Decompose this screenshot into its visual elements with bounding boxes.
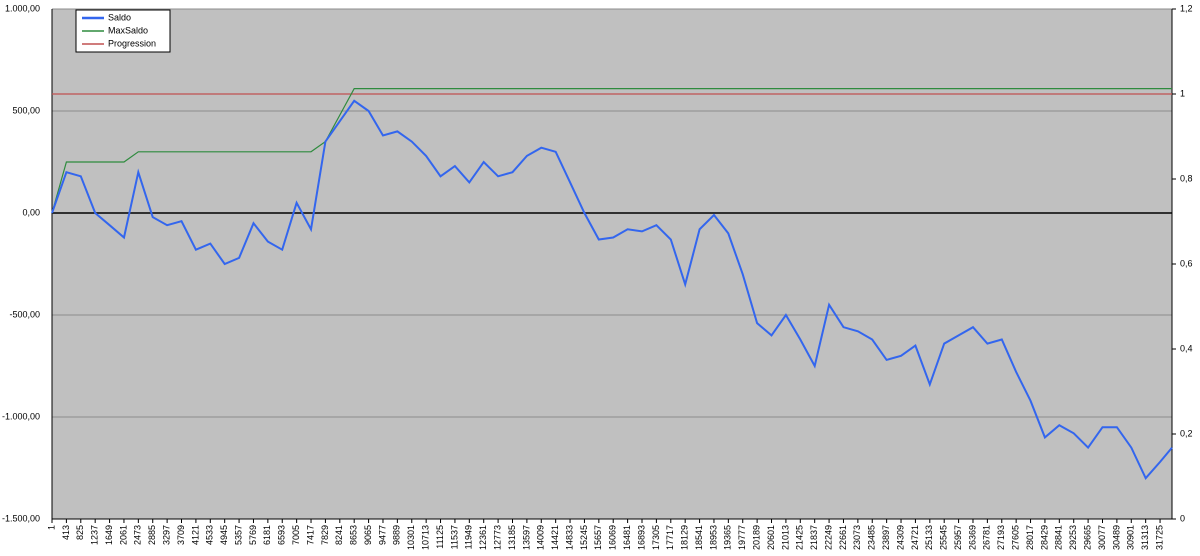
x-tick-label: 6593 (277, 525, 287, 545)
x-tick-label: 11949 (464, 525, 474, 549)
plot-area (52, 9, 1172, 519)
x-tick-label: 15657 (593, 525, 603, 550)
x-tick-label: 7829 (320, 525, 330, 545)
x-tick-label: 24309 (895, 525, 905, 550)
x-tick-label: 30901 (1126, 525, 1136, 550)
x-tick-label: 4945 (219, 525, 229, 545)
x-tick-label: 12361 (478, 525, 488, 550)
x-tick-label: 11537 (449, 525, 459, 549)
x-tick-label: 2885 (147, 525, 157, 545)
x-tick-label: 3709 (176, 525, 186, 545)
x-tick-label: 21837 (809, 525, 819, 550)
y-tick-label: -1.000,00 (2, 411, 40, 421)
x-tick-label: 2473 (133, 525, 143, 545)
x-tick-label: 18129 (680, 525, 690, 550)
x-tick-label: 413 (61, 525, 71, 540)
x-tick-label: 5357 (233, 525, 243, 545)
x-tick-label: 2061 (118, 525, 128, 545)
y2-tick-label: 0,8 (1180, 173, 1193, 183)
x-tick-label: 25545 (939, 525, 949, 550)
x-tick-label: 17305 (651, 525, 661, 550)
x-tick-label: 15245 (579, 525, 589, 550)
y2-tick-label: 0,2 (1180, 428, 1193, 438)
x-tick-label: 8241 (334, 525, 344, 545)
x-tick-label: 28017 (1025, 525, 1035, 550)
x-tick-label: 25957 (953, 525, 963, 550)
x-tick-label: 10713 (421, 525, 431, 550)
x-tick-label: 25133 (924, 525, 934, 550)
x-tick-label: 14421 (550, 525, 560, 550)
x-tick-label: 23897 (881, 525, 891, 550)
series-line (51, 88, 1172, 214)
x-tick-label: 3297 (161, 525, 171, 545)
series-line (51, 99, 1173, 481)
x-tick-label: 19777 (737, 525, 747, 550)
y-tick-label: 1.000,00 (5, 3, 40, 13)
x-tick-label: 1 (46, 525, 56, 530)
x-tick-label: 28841 (1054, 525, 1064, 550)
x-tick-label: 31725 (1154, 525, 1164, 550)
x-tick-label: 12773 (492, 525, 502, 550)
x-tick-label: 10301 (406, 525, 416, 550)
x-tick-label: 21425 (795, 525, 805, 550)
x-tick-label: 21013 (780, 525, 790, 550)
x-tick-label: 8653 (349, 525, 359, 545)
x-tick-label: 16481 (622, 525, 632, 550)
legend-label: Saldo (108, 12, 131, 22)
x-tick-label: 31313 (1140, 525, 1150, 550)
x-tick-label: 4121 (190, 525, 200, 545)
x-tick-label: 11125 (435, 525, 445, 549)
x-tick-label: 9065 (363, 525, 373, 545)
x-tick-label: 20601 (766, 525, 776, 550)
x-tick-label: 16069 (608, 525, 618, 550)
x-tick-label: 1237 (90, 525, 100, 545)
x-tick-label: 7005 (291, 525, 301, 545)
legend-label: MaxSaldo (108, 25, 148, 35)
x-tick-label: 7417 (305, 525, 315, 545)
y2-tick-label: 1,2 (1180, 3, 1193, 13)
x-tick-label: 18541 (694, 525, 704, 550)
x-tick-label: 30077 (1097, 525, 1107, 550)
x-tick-label: 13185 (507, 525, 517, 550)
y-tick-label: 0,00 (22, 207, 40, 217)
y2-tick-label: 1 (1180, 88, 1185, 98)
x-tick-label: 29665 (1082, 525, 1092, 550)
x-tick-label: 23485 (867, 525, 877, 550)
x-tick-label: 30489 (1111, 525, 1121, 550)
x-tick-label: 17717 (665, 525, 675, 550)
x-tick-label: 14833 (564, 525, 574, 550)
x-tick-label: 24721 (910, 525, 920, 550)
x-tick-label: 27193 (996, 525, 1006, 550)
x-tick-label: 26781 (982, 525, 992, 550)
x-tick-label: 18953 (708, 525, 718, 550)
y-tick-label: -1.500,00 (2, 513, 40, 523)
x-tick-label: 27605 (1011, 525, 1021, 550)
x-tick-label: 825 (75, 525, 85, 540)
y-tick-label: 500,00 (12, 105, 40, 115)
x-tick-label: 16893 (636, 525, 646, 550)
x-tick-label: 1649 (104, 525, 114, 545)
y-tick-label: -500,00 (9, 309, 40, 319)
x-tick-label: 5769 (248, 525, 258, 545)
x-tick-label: 22661 (838, 525, 848, 550)
x-tick-label: 29253 (1068, 525, 1078, 550)
x-tick-label: 14009 (536, 525, 546, 550)
y2-tick-label: 0,4 (1180, 343, 1193, 353)
x-tick-label: 26369 (967, 525, 977, 550)
x-tick-label: 9889 (392, 525, 402, 545)
x-tick-label: 13597 (521, 525, 531, 550)
x-tick-label: 19365 (723, 525, 733, 550)
x-tick-label: 9477 (377, 525, 387, 545)
x-tick-label: 4533 (205, 525, 215, 545)
x-tick-label: 20189 (752, 525, 762, 550)
x-tick-label: 22249 (823, 525, 833, 550)
x-tick-label: 6181 (262, 525, 272, 545)
x-tick-label: 28429 (1039, 525, 1049, 550)
y2-tick-label: 0 (1180, 513, 1185, 523)
legend-label: Progression (108, 38, 156, 48)
x-tick-label: 23073 (852, 525, 862, 550)
y2-tick-label: 0,6 (1180, 258, 1193, 268)
